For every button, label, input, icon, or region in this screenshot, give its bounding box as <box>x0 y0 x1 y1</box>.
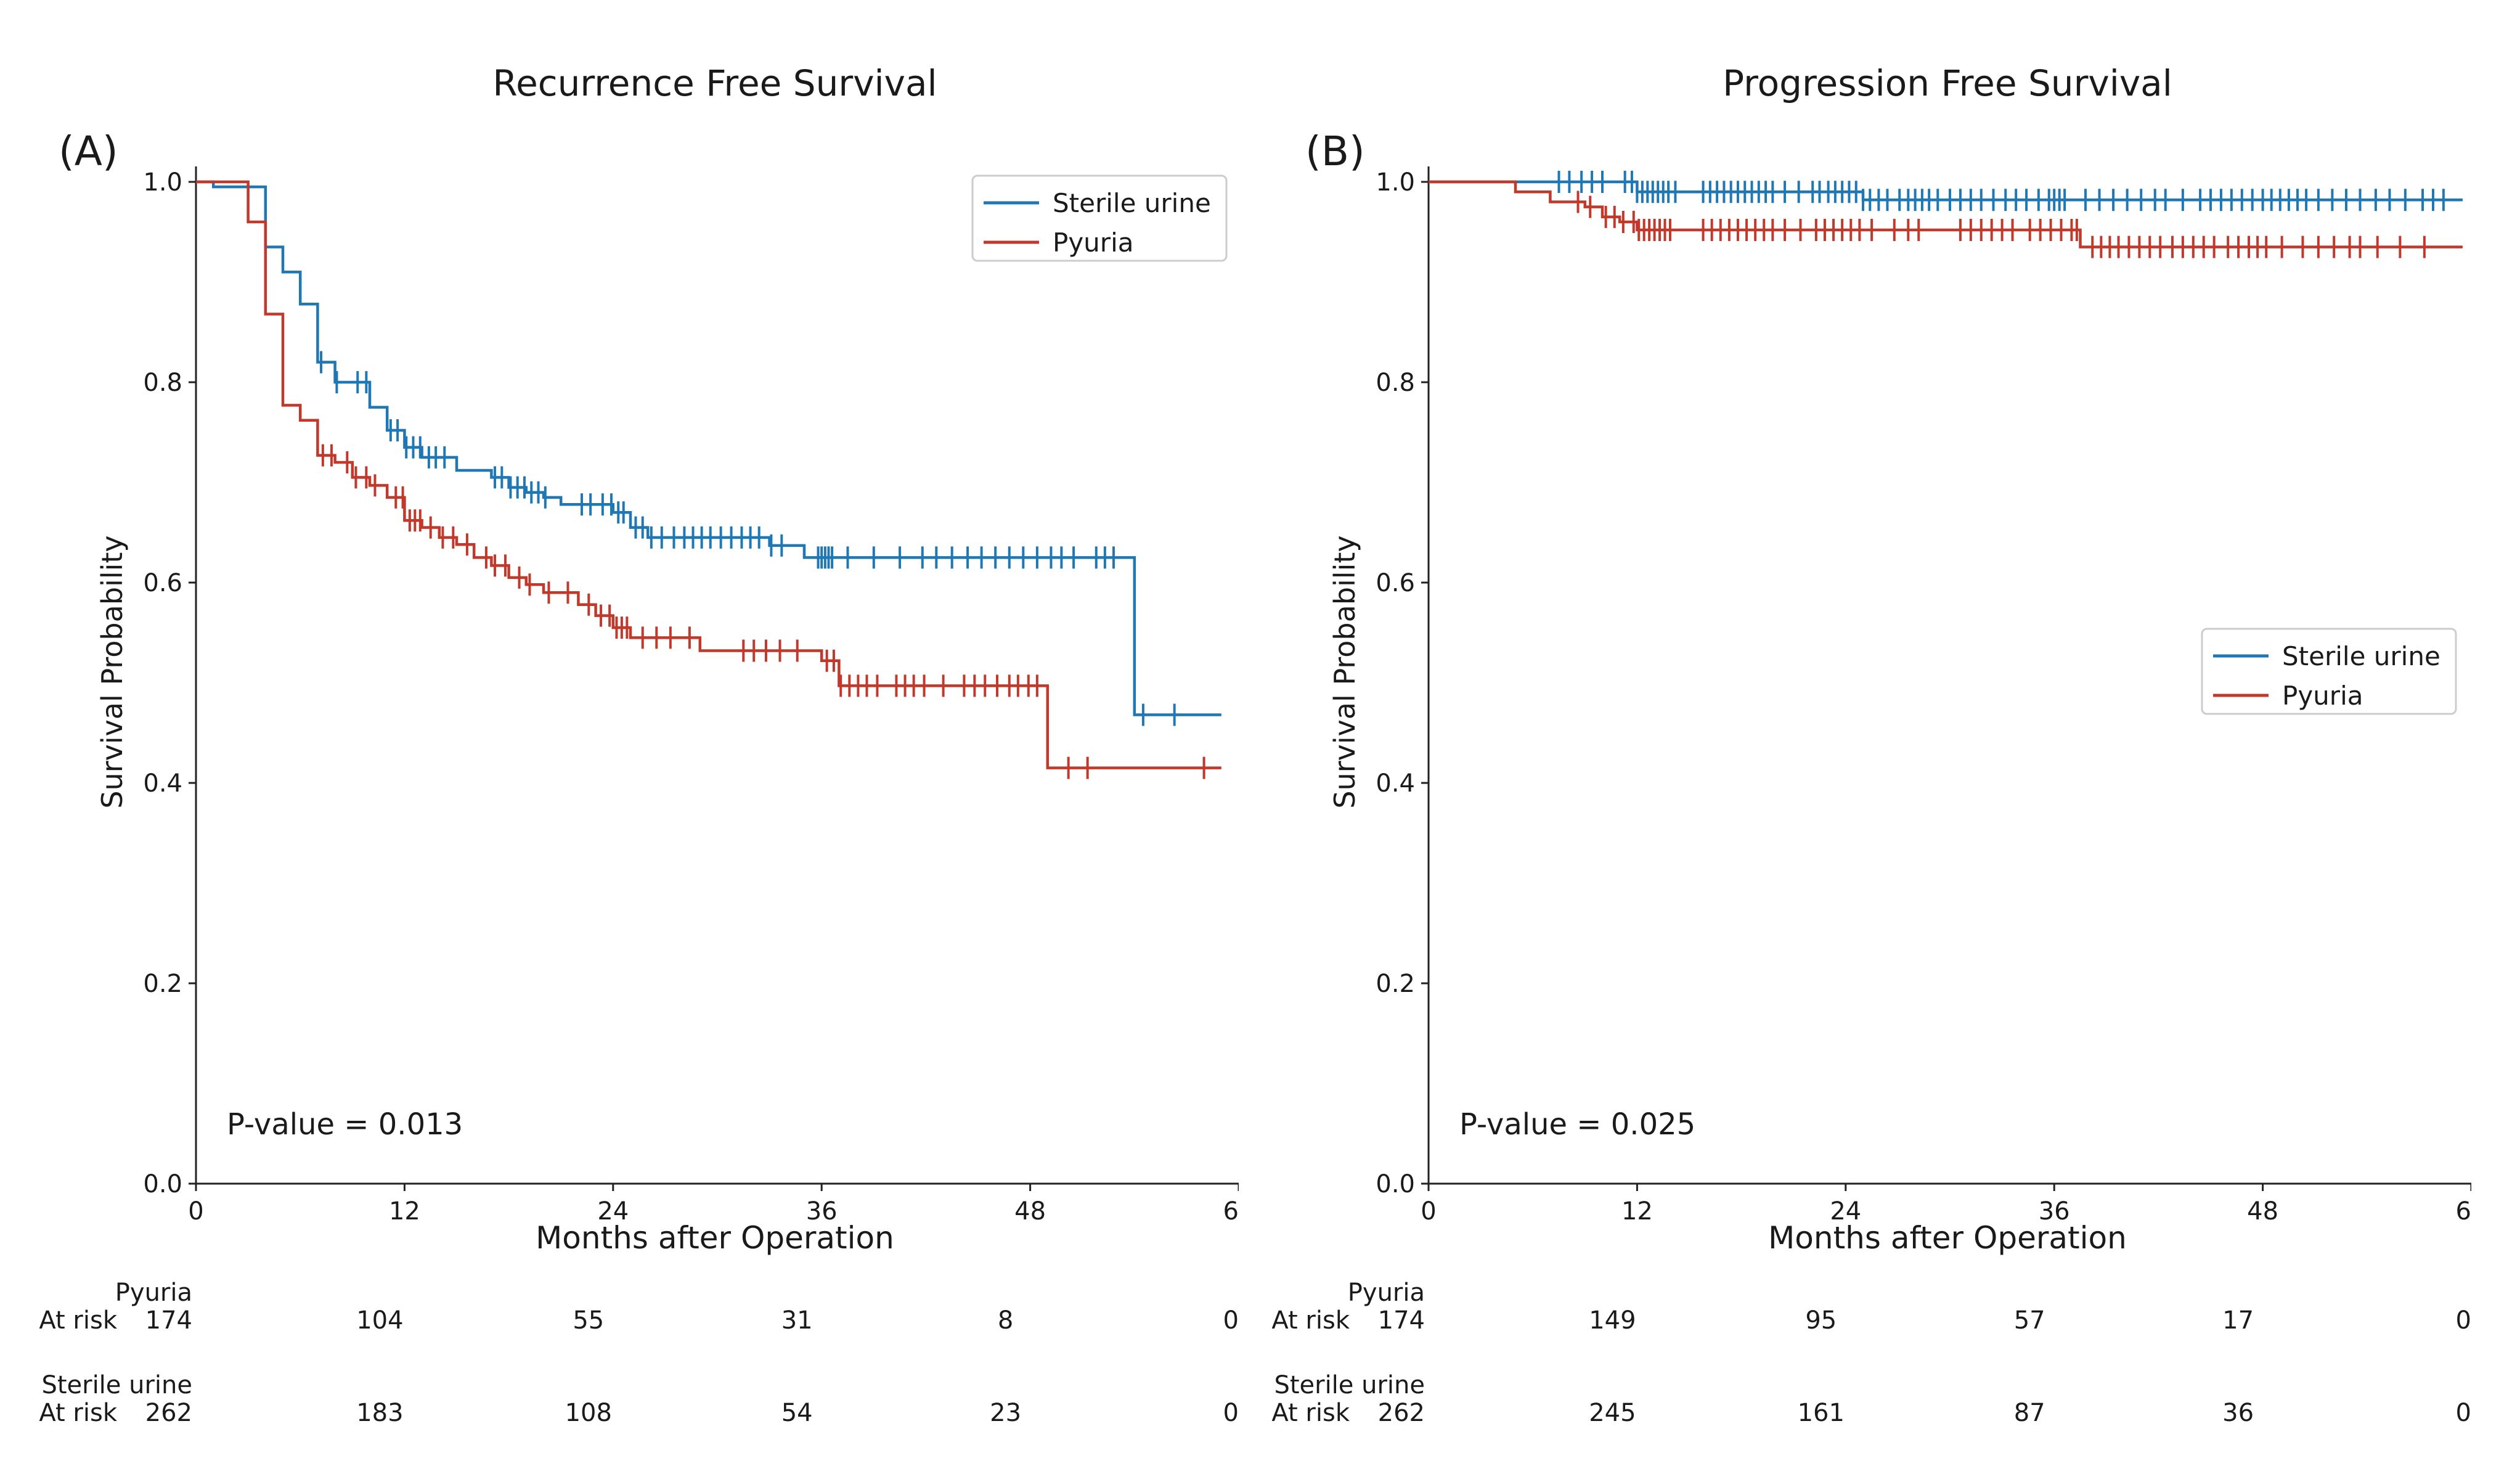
x-tick-label: 48 <box>1014 1197 1046 1226</box>
y-tick-label: 0.8 <box>1376 369 1415 397</box>
at-risk-group-name: Pyuria <box>115 1279 192 1307</box>
km-chart-b: Progression Free Survival (B) Survival P… <box>1271 62 2487 1427</box>
at-risk-count: 23 <box>990 1399 1021 1427</box>
at-risk-count: 95 <box>1805 1306 1837 1335</box>
x-tick-label: 36 <box>2039 1197 2070 1226</box>
p-value-annotation: P-value = 0.025 <box>1459 1107 1695 1142</box>
at-risk-group-name: Sterile urine <box>1274 1371 1425 1399</box>
x-tick-label: 12 <box>1621 1197 1653 1226</box>
at-risk-count: 55 <box>573 1306 604 1335</box>
x-tick-label: 0 <box>1421 1197 1436 1226</box>
x-tick-label: 36 <box>806 1197 838 1226</box>
panel-label: (A) <box>59 128 118 175</box>
at-risk-count: 8 <box>998 1306 1013 1335</box>
y-tick-label: 1.0 <box>143 168 182 197</box>
at-risk-row-label: At risk <box>39 1399 117 1427</box>
y-tick-label: 0.0 <box>1376 1170 1415 1198</box>
y-tick-label: 0.2 <box>1376 970 1415 998</box>
x-axis-label: Months after Operation <box>536 1220 894 1256</box>
chart-title: Progression Free Survival <box>1723 62 2172 104</box>
axes: 012243648600.00.20.40.60.81.0 <box>143 166 1254 1226</box>
legend-frame <box>2201 628 2457 715</box>
survival-curve <box>196 180 1221 716</box>
y-axis-label: Survival Probability <box>96 535 129 808</box>
series-pyuria <box>196 180 1221 779</box>
km-chart-a: Recurrence Free Survival (A) Survival Pr… <box>39 62 1254 1427</box>
at-risk-count: 174 <box>1378 1306 1425 1335</box>
at-risk-count: 262 <box>1378 1399 1425 1427</box>
y-tick-label: 0.8 <box>143 369 182 397</box>
x-tick-label: 24 <box>1830 1197 1861 1226</box>
at-risk-group-name: Sterile urine <box>41 1371 192 1399</box>
at-risk-count: 0 <box>2456 1306 2471 1335</box>
legend-entry[interactable]: Sterile urine <box>2282 641 2440 671</box>
y-tick-label: 0.4 <box>1376 769 1415 798</box>
survival-curve <box>1429 180 2463 202</box>
y-tick-label: 0.4 <box>143 769 182 798</box>
legend[interactable]: Sterile urine Pyuria <box>2201 628 2457 715</box>
x-tick-label: 12 <box>389 1197 420 1226</box>
series-sterile-urine <box>196 180 1221 726</box>
at-risk-count: 245 <box>1589 1399 1636 1427</box>
at-risk-count: 0 <box>2456 1399 2471 1427</box>
x-tick-label: 48 <box>2247 1197 2278 1226</box>
survival-curve <box>196 180 1221 769</box>
p-value-annotation: P-value = 0.013 <box>227 1107 463 1142</box>
legend-entry[interactable]: Sterile urine <box>1053 188 1211 218</box>
panel-recurrence-free-survival: Recurrence Free Survival (A) Survival Pr… <box>0 0 1254 1464</box>
y-tick-label: 0.0 <box>143 1170 182 1198</box>
at-risk-count: 57 <box>2014 1306 2045 1335</box>
at-risk-count: 87 <box>2014 1399 2045 1427</box>
at-risk-count: 149 <box>1589 1306 1636 1335</box>
y-tick-label: 1.0 <box>1376 168 1415 197</box>
series-layer <box>1429 171 2463 258</box>
series-pyuria <box>1429 180 2463 258</box>
at-risk-count: 104 <box>356 1306 403 1335</box>
at-risk-count: 36 <box>2222 1399 2254 1427</box>
legend-frame <box>971 174 1228 262</box>
panel-label: (B) <box>1305 128 1365 175</box>
at-risk-count: 108 <box>565 1399 612 1427</box>
x-axis-label: Months after Operation <box>1768 1220 2127 1256</box>
at-risk-count: 174 <box>145 1306 192 1335</box>
series-layer <box>196 180 1221 779</box>
at-risk-count: 17 <box>2222 1306 2254 1335</box>
at-risk-row-label: At risk <box>1271 1306 1350 1335</box>
survival-curve <box>1429 180 2463 248</box>
at-risk-count: 54 <box>781 1399 813 1427</box>
chart-title: Recurrence Free Survival <box>492 62 937 104</box>
at-risk-count: 262 <box>145 1399 192 1427</box>
at-risk-group-name: Pyuria <box>1348 1279 1425 1307</box>
at-risk-count: 161 <box>1798 1399 1845 1427</box>
x-tick-label: 60 <box>2456 1197 2471 1226</box>
series-sterile-urine <box>1429 171 2463 211</box>
y-tick-label: 0.2 <box>143 970 182 998</box>
at-risk-row-label: At risk <box>1271 1399 1350 1427</box>
y-tick-label: 0.6 <box>1376 569 1415 597</box>
x-tick-label: 0 <box>188 1197 203 1226</box>
at-risk-row-label: At risk <box>39 1306 117 1335</box>
y-tick-label: 0.6 <box>143 569 182 597</box>
panel-progression-free-survival: Progression Free Survival (B) Survival P… <box>1233 0 2487 1464</box>
at-risk-count: 31 <box>781 1306 813 1335</box>
legend-entry[interactable]: Pyuria <box>2282 681 2363 711</box>
y-axis-label: Survival Probability <box>1328 535 1361 808</box>
legend-entry[interactable]: Pyuria <box>1053 227 1133 258</box>
at-risk-count: 0 <box>1223 1306 1239 1335</box>
at-risk-count: 0 <box>1223 1399 1239 1427</box>
x-tick-label: 24 <box>597 1197 629 1226</box>
at-risk-count: 183 <box>356 1399 403 1427</box>
legend[interactable]: Sterile urine Pyuria <box>971 174 1228 262</box>
